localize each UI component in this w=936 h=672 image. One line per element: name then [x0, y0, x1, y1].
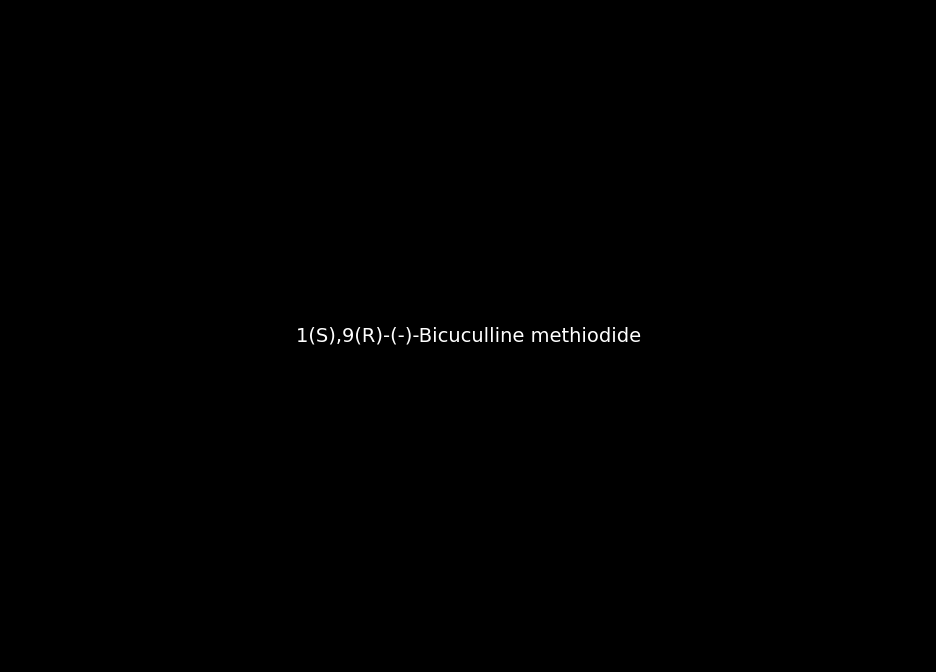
Text: 1(S),9(R)-(-)-Bicuculline methiodide: 1(S),9(R)-(-)-Bicuculline methiodide: [296, 327, 640, 345]
